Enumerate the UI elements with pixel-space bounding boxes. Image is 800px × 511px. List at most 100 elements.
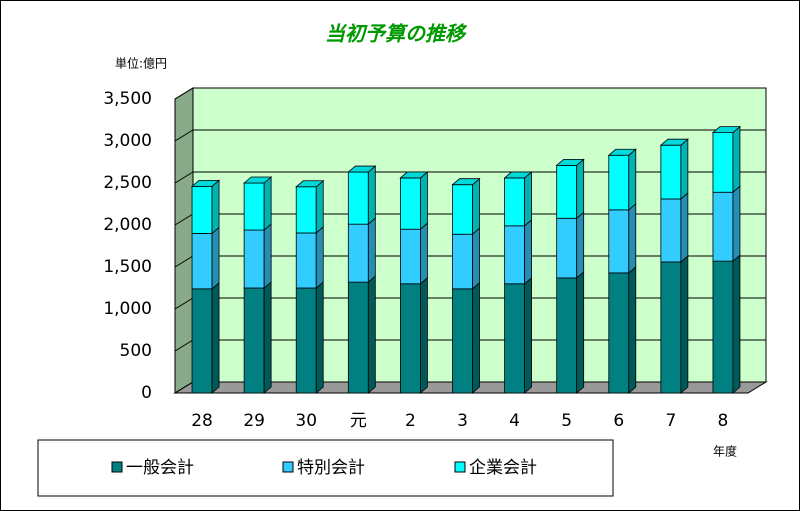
bar-side — [263, 176, 272, 231]
bar-segment — [556, 217, 578, 279]
grid-line — [174, 381, 194, 394]
bar-side — [732, 185, 741, 262]
bar-segment — [191, 185, 213, 234]
bar-side — [211, 179, 220, 235]
bar-top — [399, 171, 429, 179]
bar-segment — [504, 283, 525, 394]
bar-segment — [660, 261, 682, 394]
bar-side — [628, 148, 637, 211]
bar-segment — [243, 182, 265, 231]
bar-side — [680, 255, 689, 394]
bar-segment — [295, 186, 317, 234]
bar-side — [680, 138, 689, 200]
y-tick-label: 1,000 — [103, 299, 152, 319]
x-tick-label: 7 — [665, 411, 676, 431]
x-tick-label: 4 — [509, 411, 520, 431]
y-tick-label: 0 — [141, 383, 152, 403]
bar-segment — [243, 287, 265, 394]
bar-side — [367, 165, 376, 226]
bar-side — [367, 217, 376, 283]
grid-line — [174, 297, 194, 310]
unit-label: 単位:億円 — [115, 56, 167, 71]
bar-segment — [452, 184, 473, 235]
bar-side — [263, 223, 272, 289]
bar-side — [420, 171, 428, 231]
bar-segment — [400, 177, 421, 230]
y-tick-label: 1,500 — [103, 257, 152, 277]
grid-line — [174, 339, 194, 352]
grid-line — [174, 129, 194, 142]
bar-side — [524, 171, 532, 227]
bar-top — [190, 179, 221, 187]
bar-top — [243, 176, 273, 184]
legend-label: 企業会計 — [469, 458, 537, 478]
bar-side — [315, 281, 324, 394]
bar-segment — [452, 288, 473, 394]
bar-segment — [556, 277, 578, 394]
legend-box — [37, 439, 614, 497]
x-tick-label: 6 — [613, 411, 624, 431]
bar-segment — [191, 232, 213, 290]
bar-segment — [556, 164, 578, 219]
bar-segment — [347, 281, 369, 394]
bar-side — [576, 271, 585, 394]
grid-line — [174, 213, 194, 226]
bar-segment — [400, 283, 421, 394]
bar-side — [524, 276, 532, 394]
y-tick-label: 2,000 — [103, 215, 152, 235]
x-tick-label: 8 — [718, 411, 729, 431]
chart-title: 当初予算の推移 — [325, 22, 468, 46]
x-tick-label: 28 — [191, 411, 213, 431]
bar-segment — [504, 225, 525, 285]
bar-side — [263, 281, 272, 394]
bar-side — [315, 226, 324, 289]
bar-side — [315, 179, 324, 234]
bar-segment — [243, 229, 265, 289]
bar-side — [472, 281, 480, 394]
bar-top — [555, 158, 585, 166]
bar-top — [295, 180, 325, 188]
bar-segment — [712, 132, 734, 193]
bar-segment — [191, 288, 213, 394]
bar-side — [524, 218, 532, 285]
x-tick-label: 29 — [243, 411, 265, 431]
bar-segment — [608, 209, 630, 274]
bar-side — [211, 226, 220, 290]
x-tick-label: 元 — [350, 411, 367, 431]
x-tick-label: 30 — [295, 411, 317, 431]
bar-segment — [504, 177, 525, 227]
bar-segment — [660, 198, 682, 263]
bar-top — [451, 178, 481, 186]
y-tick-label: 3,500 — [103, 89, 152, 109]
x-axis-label: 年度 — [713, 444, 737, 459]
bar-side — [211, 281, 220, 394]
bar-segment — [608, 154, 630, 211]
bar-side — [628, 203, 637, 274]
legend-swatch — [454, 461, 466, 473]
x-tick-label: 2 — [405, 411, 416, 431]
bar-segment — [712, 191, 734, 262]
bar-side — [576, 158, 585, 220]
y-tick-label: 500 — [120, 341, 152, 361]
legend-label: 一般会計 — [126, 458, 194, 478]
legend-label: 特別会計 — [297, 458, 365, 478]
bar-side — [367, 275, 376, 394]
bar-segment — [660, 144, 682, 200]
bar-segment — [295, 287, 317, 394]
bar-top — [659, 138, 689, 146]
grid-line — [174, 255, 194, 268]
bar-top — [347, 165, 377, 173]
bar-side — [420, 276, 428, 394]
legend-swatch — [111, 461, 123, 473]
bar-segment — [712, 260, 734, 394]
y-tick-label: 2,500 — [103, 173, 152, 193]
y-tick-label: 3,000 — [103, 131, 152, 151]
grid-line — [174, 87, 194, 100]
bar-side — [472, 227, 480, 290]
grid-line — [174, 171, 194, 184]
bar-segment — [347, 171, 369, 225]
legend-swatch — [282, 461, 294, 473]
bar-segment — [608, 272, 630, 394]
side-wall — [174, 87, 194, 394]
